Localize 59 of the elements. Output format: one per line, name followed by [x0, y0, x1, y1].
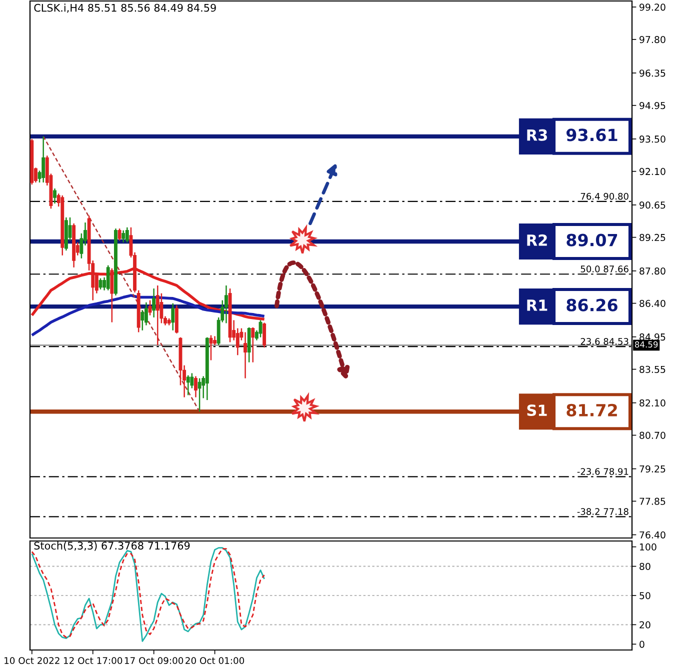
ref-line-label: 23.6 84.53 [580, 338, 628, 345]
text: R2 89.07 [527, 234, 618, 246]
y-tick-label: 80 [640, 562, 650, 570]
x-tick-label: 12 Oct 17:00 [64, 657, 122, 664]
candlestick [198, 378, 202, 412]
candlestick [262, 322, 266, 348]
candlestick [174, 304, 178, 334]
candlestick [213, 336, 217, 346]
y-tick-label: 50 [640, 592, 650, 600]
text: R1 86.26 [527, 298, 618, 312]
candlestick [251, 326, 255, 363]
y-tick-label: 96.35 [640, 70, 666, 77]
y-tick-label: 77.85 [640, 498, 666, 505]
ref-line-label: -23.6 78.91 [577, 468, 628, 475]
y-tick-label: 97.80 [640, 36, 666, 44]
candlestick [194, 376, 198, 398]
candlestick [156, 284, 160, 346]
candlestick [125, 226, 129, 244]
line-series [30, 294, 266, 337]
y-tick-label: 82.10 [640, 399, 666, 407]
candlestick [42, 136, 46, 184]
x-tick-label: 10 Oct 2022 [4, 657, 60, 664]
y-tick-label: 100 [640, 543, 656, 551]
y-tick-label: 99.20 [640, 4, 666, 11]
y-tick-label: 87.80 [640, 267, 666, 275]
y-tick-label: 83.55 [640, 366, 666, 373]
y-tick-label: 90.65 [640, 202, 666, 209]
candlestick [140, 310, 144, 331]
ref-line-label: 50.0 87.66 [580, 266, 628, 272]
candlestick [106, 264, 110, 291]
chart-title: Stoch(5,3,3) 67.3768 71.1769 [34, 542, 190, 551]
x-tick-label: 17 Oct 09:00 [124, 657, 184, 664]
candlestick [247, 326, 251, 363]
y-tick-label: 94.95 [640, 102, 666, 110]
candlestick [186, 374, 190, 396]
y-tick-label: 79.25 [640, 465, 666, 473]
text: R3 93.61 [527, 128, 618, 142]
y-tick-label: 0 [640, 640, 644, 648]
ref-line-label: 84.59 [634, 341, 658, 348]
y-tick-label: 92.10 [640, 168, 666, 176]
y-tick-label: 93.50 [640, 136, 666, 143]
x-tick-label: 20 Oct 01:00 [186, 657, 244, 664]
ref-line-label: -38.2 77.18 [577, 508, 628, 515]
ref-line-label: 76.4 90.80 [580, 192, 628, 200]
candlestick [244, 332, 247, 379]
candlestick [122, 230, 126, 244]
y-tick-label: 20 [640, 621, 650, 628]
y-tick-label: 76.40 [640, 531, 666, 538]
line-series [42, 136, 200, 412]
candlestick [152, 288, 156, 318]
y-tick-label: 80.70 [640, 432, 666, 439]
y-tick-label: 86.40 [640, 300, 666, 308]
candlestick [171, 302, 175, 331]
text: S1 81.72 [527, 404, 617, 416]
chart-title: CLSK.i,H4 85.51 85.56 84.49 84.59 [34, 4, 216, 13]
candlestick [118, 228, 122, 242]
candlestick [53, 188, 56, 204]
y-tick-label: 89.25 [640, 234, 666, 242]
candlestick [224, 284, 228, 324]
